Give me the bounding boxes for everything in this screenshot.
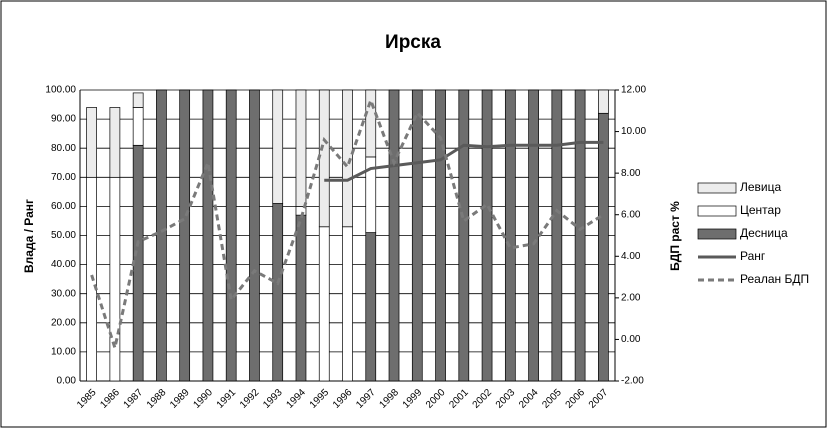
line-series — [90, 95, 605, 354]
bar-segment — [458, 89, 470, 382]
legend-swatch — [697, 182, 737, 194]
y-tick-label: 80.00 — [51, 143, 76, 154]
y2-tick-label: 10.00 — [621, 126, 646, 137]
y-tick-label: 50.00 — [51, 230, 76, 241]
legend-label: Ранг — [740, 249, 766, 263]
bar-segment — [411, 89, 423, 382]
bar-segment — [551, 89, 563, 382]
bar-segment — [318, 89, 330, 228]
y2-tick-label: 4.00 — [621, 251, 641, 262]
bar-segment — [202, 89, 214, 382]
bar-segment — [249, 89, 260, 382]
bar-segment — [109, 107, 121, 178]
y-tick-label: 10.00 — [51, 347, 76, 358]
y2-tick-label: -2.00 — [621, 376, 644, 387]
legend-label: Десница — [740, 226, 788, 240]
bar-segment — [528, 89, 539, 382]
y-axis-label: Влада / Ранг — [22, 199, 36, 273]
bar-segment — [272, 89, 284, 204]
bar-segment — [86, 107, 97, 178]
bar-segment — [179, 89, 191, 382]
bar-segment — [342, 89, 353, 228]
y-tick-label: 30.00 — [51, 288, 76, 299]
chart-title: Ирска — [385, 32, 441, 53]
bar-segment — [504, 89, 516, 382]
y-tick-label: 40.00 — [51, 259, 76, 270]
y2-tick-label: 8.00 — [621, 168, 641, 179]
y2-tick-label: 12.00 — [621, 85, 646, 96]
legend-label: Левица — [740, 180, 782, 194]
bar-segment — [598, 112, 609, 382]
line-series — [324, 140, 604, 182]
bar-segment — [481, 89, 493, 382]
bar-segment — [365, 232, 377, 382]
bar-segment — [272, 203, 284, 382]
y-tick-label: 100.00 — [45, 85, 76, 96]
y2-axis-label: БДП раст % — [668, 201, 682, 271]
bar-segment — [295, 214, 307, 382]
bar-segment — [318, 226, 330, 382]
bar-segment — [109, 176, 121, 382]
y-tick-label: 60.00 — [51, 201, 76, 212]
bar-segment — [295, 89, 307, 207]
bar-segment — [598, 89, 609, 114]
legend-label: Центар — [740, 203, 781, 217]
legend-swatch — [697, 205, 737, 217]
y-tick-label: 20.00 — [51, 317, 76, 328]
bar-segment — [225, 89, 237, 382]
bar-segment — [574, 89, 586, 382]
y2-tick-label: 0.00 — [621, 334, 641, 345]
y-tick-label: 90.00 — [51, 114, 76, 125]
y2-tick-label: 2.00 — [621, 292, 641, 303]
y-tick-label: 70.00 — [51, 172, 76, 183]
bar-segment — [388, 89, 400, 382]
legend-swatch — [697, 228, 737, 240]
bar-segment — [156, 89, 167, 382]
y-tick-label: 0.00 — [57, 376, 77, 387]
bar-segment — [435, 89, 446, 382]
bar-segment — [132, 107, 144, 146]
bar-segment — [342, 226, 353, 382]
bar-segment — [132, 92, 144, 108]
legend-label: Реалан БДП — [740, 272, 809, 286]
bar-segment — [365, 89, 377, 158]
y2-tick-label: 6.00 — [621, 209, 641, 220]
